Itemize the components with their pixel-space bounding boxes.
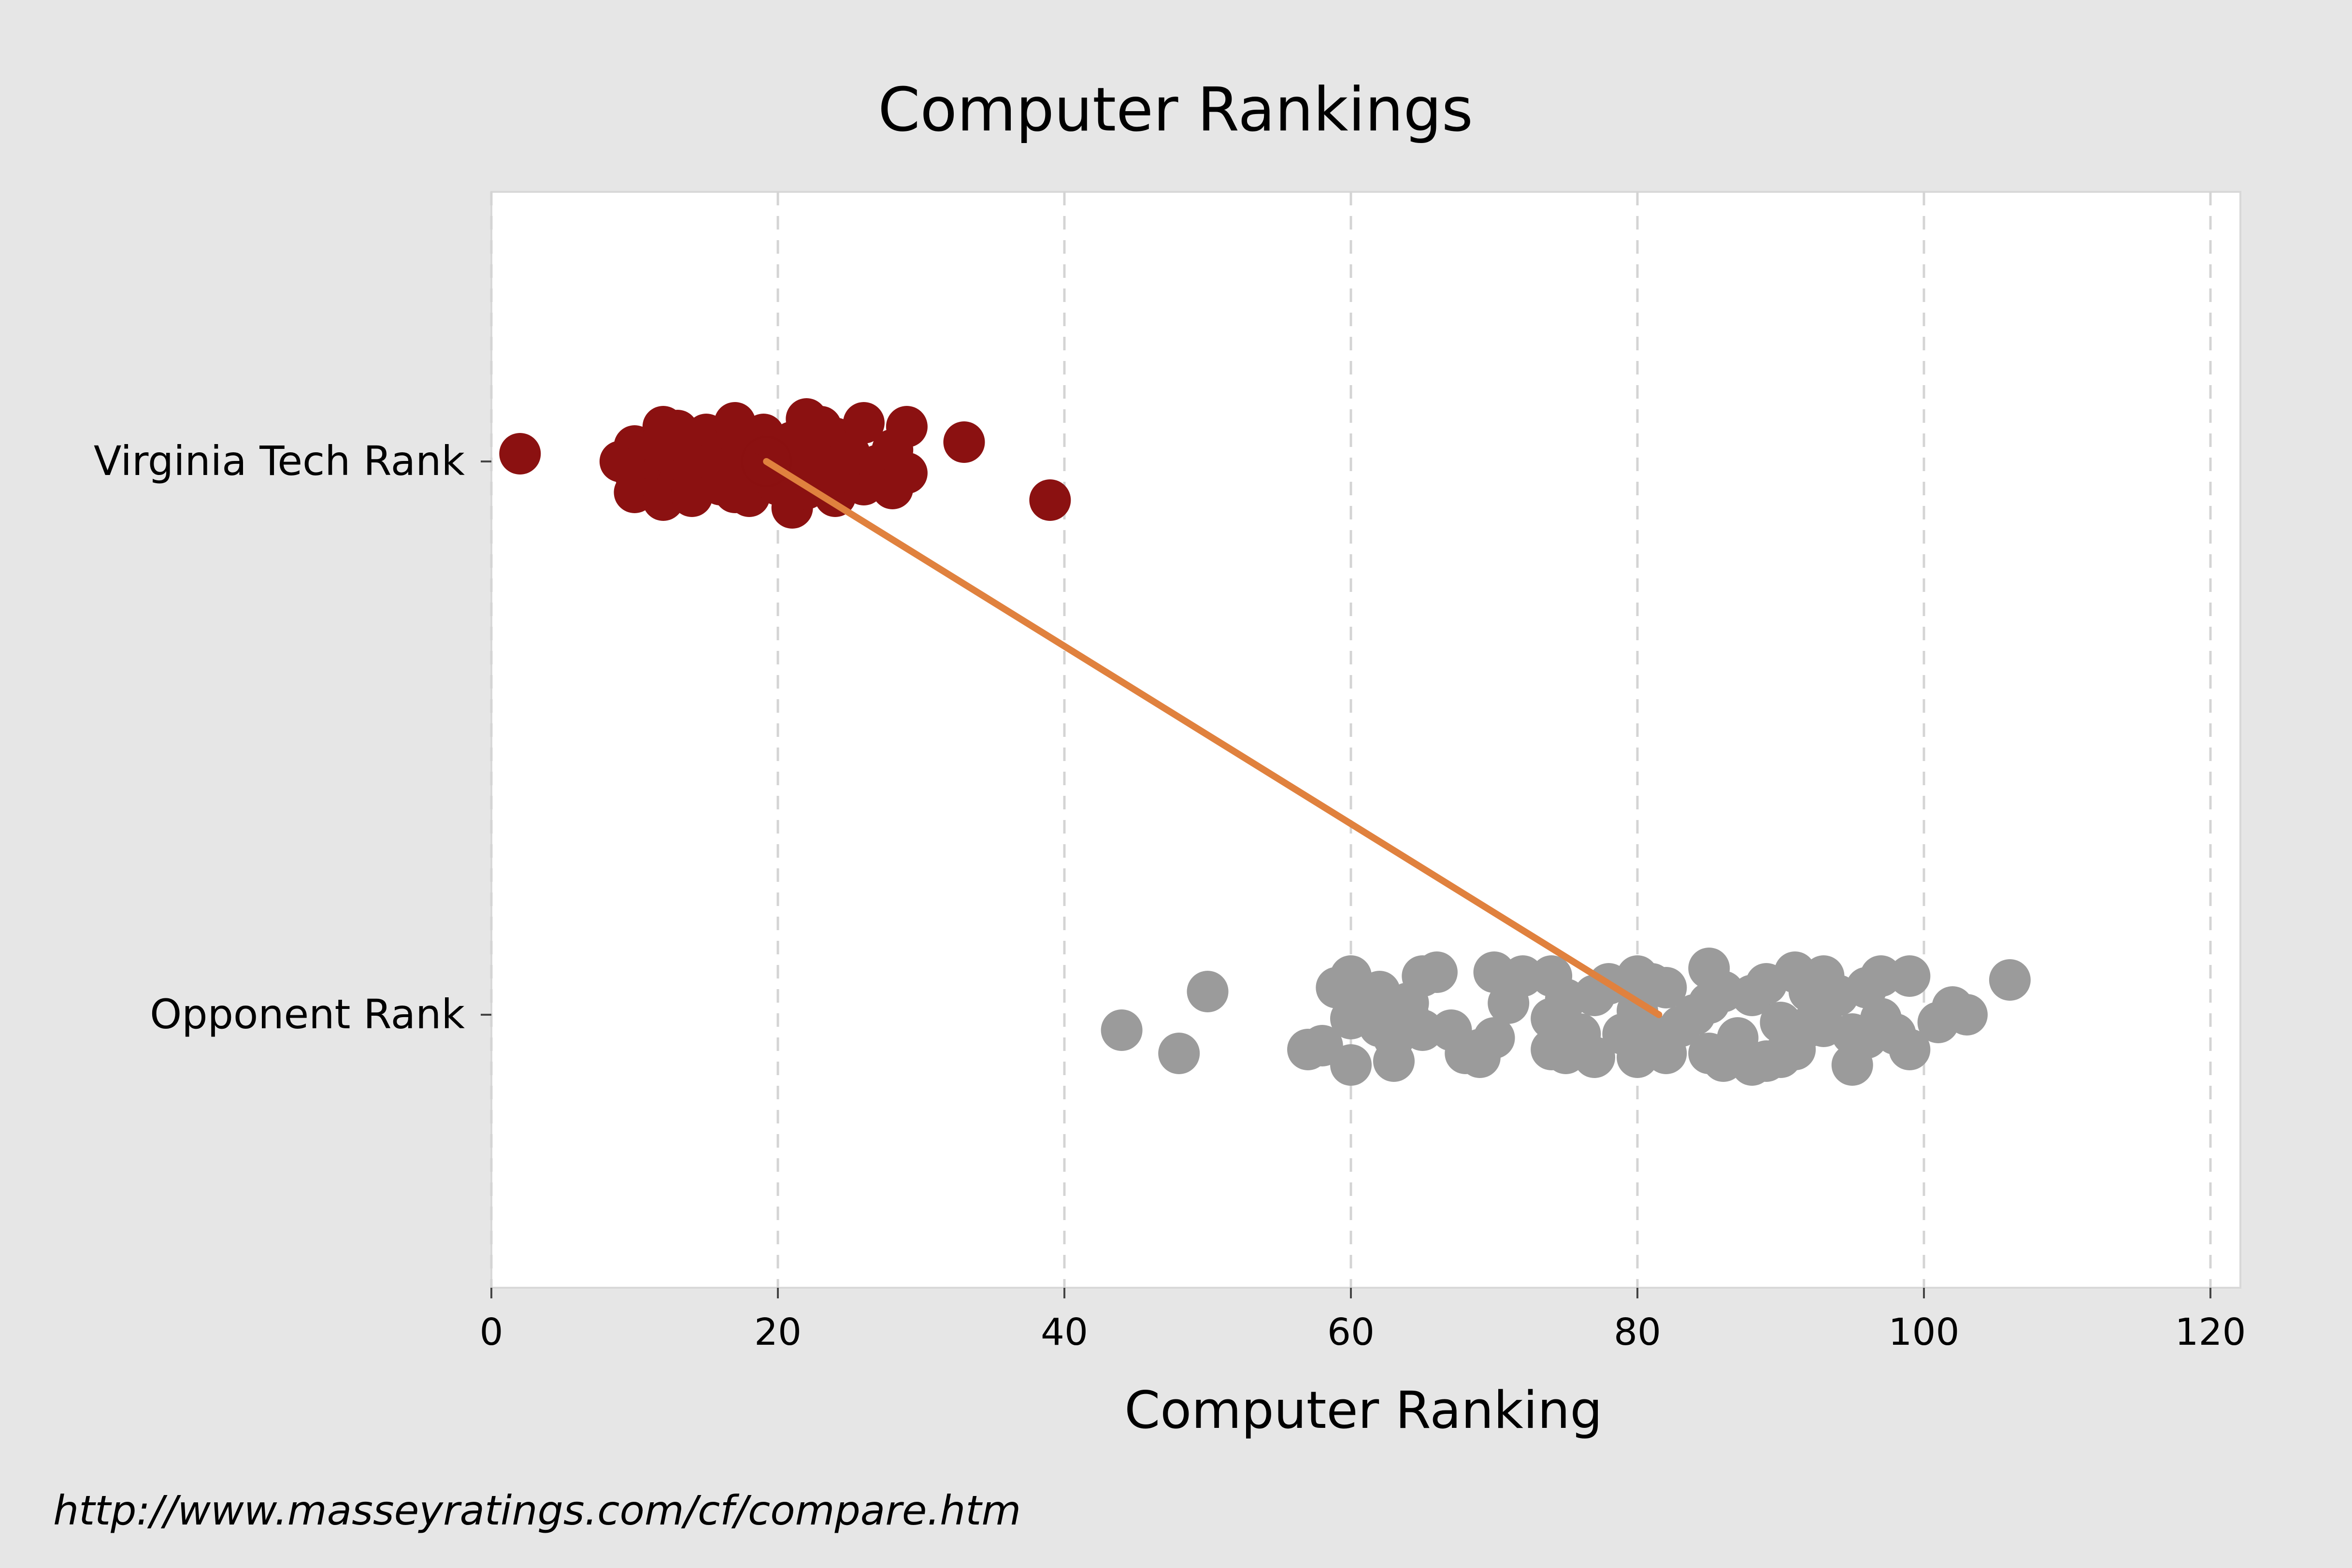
point-vt-0 — [499, 433, 541, 475]
point-opp-24 — [1473, 1017, 1515, 1059]
x-tick-label-20: 20 — [754, 1311, 802, 1354]
point-opp-6 — [1330, 1044, 1372, 1086]
point-opp-26 — [1502, 955, 1544, 997]
x-tick-label-40: 40 — [1041, 1311, 1088, 1354]
point-opp-70 — [1860, 955, 1902, 997]
plot-area — [490, 191, 2241, 1289]
point-vt-59 — [1029, 479, 1071, 521]
source-note: http://www.masseyratings.com/cf/compare.… — [53, 1487, 1021, 1534]
point-opp-1 — [1158, 1033, 1200, 1074]
point-opp-77 — [1989, 959, 2031, 1001]
point-vt-58 — [943, 421, 985, 463]
mean-connect-line — [763, 458, 1663, 1018]
data-points — [499, 398, 2031, 1086]
x-tick-label-80: 80 — [1614, 1311, 1661, 1354]
point-vt-57 — [886, 406, 928, 447]
x-tick-label-120: 120 — [2175, 1311, 2246, 1354]
x-axis-label: Computer Ranking — [1124, 1381, 1602, 1440]
point-opp-33 — [1574, 1036, 1616, 1078]
gridlines — [490, 192, 2212, 1288]
point-opp-73 — [1889, 955, 1931, 997]
mean-marker-0 — [741, 436, 792, 487]
x-tick-label-100: 100 — [1889, 1311, 1960, 1354]
point-vt-52 — [843, 402, 885, 444]
x-tick-label-0: 0 — [480, 1311, 503, 1354]
x-axis: 0 20 40 60 80 100 120 — [480, 1288, 2246, 1354]
point-opp-72 — [1889, 1029, 1931, 1070]
x-tick-label-60: 60 — [1327, 1311, 1375, 1354]
point-opp-0 — [1101, 1009, 1143, 1051]
point-opp-17 — [1402, 1009, 1444, 1051]
y-axis-categories: Virginia Tech Rank Opponent Rank — [94, 437, 491, 1038]
chart-title: Computer Rankings — [878, 75, 1473, 145]
category-label-1: Opponent Rank — [150, 991, 465, 1038]
mean-connect-line-segment — [763, 458, 1663, 1018]
point-vt-56 — [886, 452, 928, 494]
category-label-0: Virginia Tech Rank — [94, 437, 465, 485]
mean-marker-1 — [1633, 989, 1685, 1040]
point-opp-76 — [1946, 994, 1988, 1036]
point-opp-18 — [1416, 951, 1458, 993]
point-opp-2 — [1187, 971, 1229, 1012]
